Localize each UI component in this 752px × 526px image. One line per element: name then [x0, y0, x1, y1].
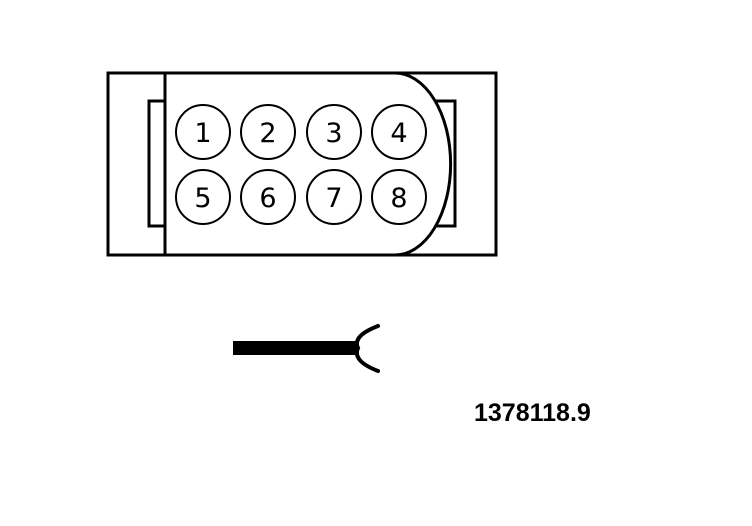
left-locking-tab	[147, 99, 167, 228]
pin-label: 4	[390, 118, 407, 149]
pin-cavity: 7	[306, 169, 362, 225]
pin-cavity: 2	[240, 104, 296, 160]
pin-circle	[240, 104, 296, 160]
pin-label: 6	[259, 183, 276, 214]
pin-cavity: 6	[240, 169, 296, 225]
pin-cavity: 1	[175, 104, 231, 160]
pin-cavity: 4	[371, 104, 427, 160]
pin-grid: 1 2 3 4 5 6 7 8	[175, 104, 427, 225]
pin-label: 2	[259, 118, 276, 149]
reference-number: 1378118.9	[474, 399, 591, 427]
pin-circle	[306, 169, 362, 225]
pin-circle	[371, 104, 427, 160]
pin-cavity: 8	[371, 169, 427, 225]
connector-symbol-icon	[233, 324, 380, 373]
pin-circle	[175, 169, 231, 225]
pin-cavity: 3	[306, 104, 362, 160]
pin-label: 5	[194, 183, 211, 214]
pin-label: 7	[325, 183, 342, 214]
pin-label: 1	[194, 118, 211, 149]
pin-circle	[371, 169, 427, 225]
pin-label: 3	[325, 118, 342, 149]
connector-pin-body	[163, 71, 453, 257]
pin-circle	[175, 104, 231, 160]
pin-cavity: 5	[175, 169, 231, 225]
pin-circle	[306, 104, 362, 160]
wire-lead	[233, 341, 358, 355]
female-terminal-arc	[355, 324, 380, 373]
pin-label: 8	[390, 183, 407, 214]
pin-circle	[240, 169, 296, 225]
